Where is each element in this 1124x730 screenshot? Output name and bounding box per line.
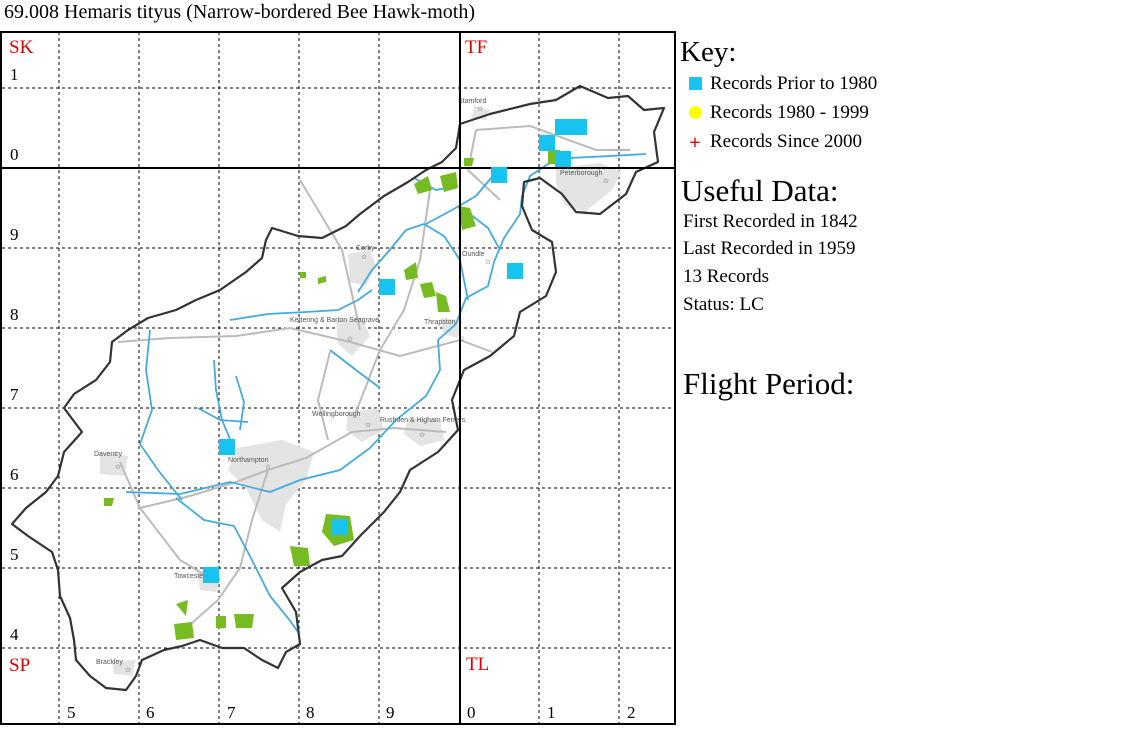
svg-text:0: 0 [467, 703, 476, 722]
svg-text:0: 0 [10, 145, 19, 164]
svg-text:☆: ☆ [477, 105, 483, 113]
legend-label: Records Since 2000 [710, 131, 862, 152]
distribution-map: ☆ Stamford ☆ Peterborough ☆ Corby ☆ Ound… [0, 30, 676, 726]
square-label-sk: SK [9, 37, 34, 58]
svg-text:6: 6 [146, 703, 155, 722]
svg-text:☆: ☆ [125, 666, 131, 674]
legend-label: Records Prior to 1980 [710, 73, 878, 94]
grid-square-divider [0, 31, 676, 725]
town-label-northampton: Northampton [228, 457, 269, 464]
svg-text:5: 5 [10, 545, 19, 564]
record-marker-pre-1980 [203, 567, 219, 583]
legend-item-since-2000: + Records Since 2000 [684, 131, 862, 153]
first-recorded: First Recorded in 1842 [683, 211, 858, 232]
svg-text:☆: ☆ [347, 335, 353, 343]
northing-labels: 1 0 9 8 7 6 5 4 [10, 65, 19, 644]
status: Status: LC [683, 294, 764, 315]
svg-text:☆: ☆ [603, 177, 609, 185]
map-title: 69.008 Hemaris tityus (Narrow-bordered B… [4, 1, 475, 23]
svg-text:6: 6 [10, 465, 19, 484]
svg-text:☆: ☆ [485, 258, 491, 266]
key-title: Key: [680, 36, 737, 68]
town-label-rushden: Rushden & Higham Ferrers [380, 417, 466, 424]
legend-item-1980-1999: Records 1980 - 1999 [684, 102, 869, 125]
legend-item-pre-1980: Records Prior to 1980 [684, 73, 877, 96]
town-markers: ☆ Stamford ☆ Peterborough ☆ Corby ☆ Ound… [94, 98, 609, 674]
town-label-towcester: Towcester [174, 573, 206, 580]
town-label-daventry: Daventry [94, 451, 123, 458]
easting-labels: 5 6 7 8 9 0 1 2 [67, 703, 636, 722]
useful-data-title: Useful Data: [681, 173, 839, 208]
woodland [104, 150, 560, 640]
svg-text:7: 7 [10, 385, 19, 404]
svg-text:9: 9 [10, 225, 19, 244]
record-marker-pre-1980 [539, 135, 555, 151]
svg-text:4: 4 [10, 625, 19, 644]
record-marker-pre-1980 [219, 439, 235, 455]
town-label-wellingborough: Wellingborough [312, 411, 361, 418]
svg-text:8: 8 [10, 305, 19, 324]
record-count: 13 Records [683, 266, 770, 287]
svg-text:☆: ☆ [115, 463, 121, 471]
svg-text:7: 7 [227, 703, 236, 722]
red-cross-icon: + [689, 131, 701, 154]
record-marker-pre-1980 [491, 167, 507, 183]
svg-text:☆: ☆ [265, 463, 271, 471]
svg-text:☆: ☆ [361, 253, 367, 261]
town-label-corby: Corby [356, 245, 375, 252]
svg-text:8: 8 [306, 703, 315, 722]
svg-text:1: 1 [547, 703, 556, 722]
roads [117, 124, 630, 631]
last-recorded: Last Recorded in 1959 [683, 238, 856, 259]
flight-period-title: Flight Period: [683, 366, 855, 401]
svg-text:☆: ☆ [365, 421, 371, 429]
town-label-kettering: Kettering & Barton Seagrave [290, 317, 379, 324]
record-marker-pre-1980 [571, 119, 587, 135]
svg-text:5: 5 [67, 703, 76, 722]
town-areas [100, 106, 622, 676]
square-label-tl: TL [466, 654, 489, 675]
svg-text:☆: ☆ [419, 431, 425, 439]
yellow-circle-icon [684, 103, 706, 125]
town-label-oundle: Oundle [462, 251, 485, 258]
town-label-thrapston: Thrapston [424, 319, 456, 326]
county-boundary [10, 84, 666, 692]
record-marker-pre-1980 [555, 119, 571, 135]
record-marker-pre-1980 [555, 151, 571, 167]
square-label-sp: SP [9, 655, 30, 676]
town-label-peterborough: Peterborough [560, 170, 603, 177]
rivers [125, 153, 647, 633]
record-marker-pre-1980 [331, 519, 347, 535]
grid-lines [2, 32, 674, 724]
svg-text:☆: ☆ [459, 335, 465, 343]
square-label-tf: TF [465, 37, 487, 58]
record-marker-pre-1980 [379, 279, 395, 295]
svg-text:1: 1 [10, 65, 19, 84]
record-markers [203, 119, 587, 583]
town-label-brackley: Brackley [96, 659, 123, 666]
svg-text:2: 2 [627, 703, 636, 722]
town-label-stamford: Stamford [458, 98, 487, 105]
blue-square-icon [684, 74, 706, 96]
svg-text:9: 9 [386, 703, 395, 722]
record-marker-pre-1980 [507, 263, 523, 279]
legend-label: Records 1980 - 1999 [710, 102, 869, 123]
